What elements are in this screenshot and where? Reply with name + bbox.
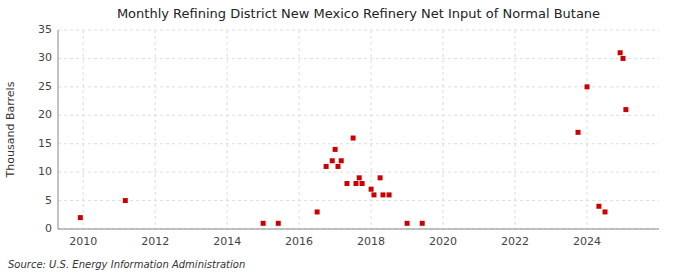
x-tick-label: 2010 xyxy=(69,235,97,248)
y-grid-line xyxy=(58,229,659,230)
y-tick-label: 0 xyxy=(45,222,52,235)
y-axis-label: Thousand Barrels xyxy=(4,81,17,178)
x-grid-line xyxy=(443,30,444,229)
y-tick-label: 5 xyxy=(45,194,52,207)
point xyxy=(618,50,623,55)
x-grid-line xyxy=(515,30,516,229)
point xyxy=(420,221,425,226)
point xyxy=(261,221,266,226)
y-tick-label: 35 xyxy=(38,23,52,36)
y-grid-line xyxy=(58,172,659,173)
y-tick-label: 10 xyxy=(38,165,52,178)
x-grid-line xyxy=(299,30,300,229)
chart-svg: 0 5 10 15 20 25 30 35 2010 2012 2014 2016 2018 2020 20… xyxy=(0,0,675,275)
point xyxy=(324,164,329,169)
x-axis-line xyxy=(58,229,659,230)
x-grid-line xyxy=(83,30,84,229)
y-grid-line xyxy=(58,143,659,144)
point xyxy=(351,136,356,141)
point xyxy=(603,209,608,214)
x-tick-label: 2012 xyxy=(141,235,169,248)
title: Monthly Refining District New Mexico Ref… xyxy=(117,6,600,21)
point xyxy=(378,175,383,180)
point xyxy=(576,130,581,135)
y-tick-label: 25 xyxy=(38,80,52,93)
point xyxy=(357,175,362,180)
grid xyxy=(58,30,659,229)
x-tick-label: 2014 xyxy=(213,235,241,248)
y-grid-line xyxy=(58,58,659,59)
point xyxy=(330,158,335,163)
y-tick-label: 15 xyxy=(38,137,52,150)
y-grid-line xyxy=(58,200,659,201)
source-annotation: Source: U.S. Energy Information Administ… xyxy=(8,259,245,270)
x-tick-label: 2020 xyxy=(429,235,457,248)
point xyxy=(78,215,83,220)
point xyxy=(387,192,392,197)
point xyxy=(621,56,626,61)
x-grid-line xyxy=(227,30,228,229)
point xyxy=(339,158,344,163)
point xyxy=(360,181,365,186)
y-tick-label: 20 xyxy=(38,108,52,121)
point xyxy=(353,181,358,186)
point xyxy=(344,181,349,186)
y-tick-label: 30 xyxy=(38,51,52,64)
y-grid-line xyxy=(58,86,659,87)
x-grid-line xyxy=(587,30,588,229)
y-grid-line xyxy=(58,115,659,116)
point xyxy=(585,84,590,89)
point xyxy=(405,221,410,226)
y-axis-line xyxy=(58,30,59,229)
y-grid-line xyxy=(58,30,659,31)
point xyxy=(380,192,385,197)
point xyxy=(335,164,340,169)
x-grid-line xyxy=(371,30,372,229)
x-tick-label: 2018 xyxy=(357,235,385,248)
point xyxy=(315,209,320,214)
point xyxy=(123,198,128,203)
background xyxy=(0,0,675,275)
point xyxy=(369,187,374,192)
x-tick-label: 2016 xyxy=(285,235,313,248)
x-grid-line xyxy=(155,30,156,229)
chart-container: 0 5 10 15 20 25 30 35 2010 2012 2014 2016 2018 2020 20… xyxy=(0,0,675,275)
points xyxy=(78,50,629,226)
x-tick-label: 2024 xyxy=(573,235,601,248)
x-tick-label: 2022 xyxy=(501,235,529,248)
point xyxy=(623,107,628,112)
point xyxy=(371,192,376,197)
point xyxy=(333,147,338,152)
point xyxy=(276,221,281,226)
point xyxy=(596,204,601,209)
